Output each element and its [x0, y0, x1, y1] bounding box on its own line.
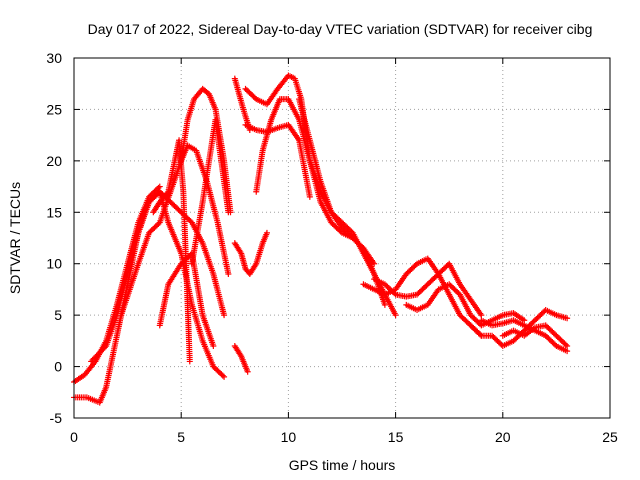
data-point: [564, 315, 571, 322]
y-tick-label: 20: [46, 153, 62, 169]
chart-title: Day 017 of 2022, Sidereal Day-to-day VTE…: [88, 21, 593, 37]
series-track-1: [71, 183, 163, 385]
series-track-6: [150, 137, 193, 365]
series-track-9: [231, 343, 251, 375]
y-tick-label: -5: [50, 410, 63, 426]
y-tick-label: 30: [46, 50, 62, 66]
y-tick-label: 5: [54, 307, 62, 323]
x-tick-label: 10: [281, 429, 297, 445]
axis-ticks: 0 5 10 15 20 25 -5 0 5 10 15 20 25 30: [46, 50, 618, 445]
data-point: [381, 301, 388, 308]
data-point: [306, 193, 313, 200]
series-track-8: [188, 116, 232, 267]
data-point: [221, 373, 228, 380]
data-point: [155, 220, 162, 227]
x-tick-label: 5: [177, 429, 185, 445]
data-point: [478, 312, 485, 319]
series-track-2: [71, 188, 228, 406]
data-point: [337, 228, 344, 235]
data-point: [477, 331, 484, 338]
data-point: [392, 312, 399, 319]
data-point: [221, 312, 228, 319]
series-track-21: [478, 317, 571, 355]
series-track-5: [156, 250, 217, 349]
y-tick-label: 10: [46, 256, 62, 272]
data-point: [155, 184, 162, 191]
data-marks: [71, 72, 571, 406]
x-tick-label: 0: [70, 429, 78, 445]
data-point: [156, 183, 163, 190]
plot-frame: [73, 57, 611, 419]
y-tick-label: 0: [54, 359, 62, 375]
series-track-18: [371, 260, 485, 319]
y-tick-label: 15: [46, 204, 62, 220]
y-tick-label: 25: [46, 101, 62, 117]
data-point: [564, 343, 571, 349]
data-point: [251, 94, 258, 101]
data-point: [225, 209, 232, 216]
series-track-19: [403, 281, 528, 329]
series-track-10: [231, 229, 270, 277]
data-point: [552, 341, 559, 348]
data-point: [412, 262, 419, 268]
data-point: [562, 341, 569, 348]
data-point: [210, 343, 217, 349]
data-point: [225, 271, 232, 277]
x-axis-label: GPS time / hours: [289, 457, 396, 473]
data-point: [348, 228, 355, 235]
data-point: [521, 317, 528, 324]
data-point: [564, 348, 571, 355]
grid: [74, 58, 610, 418]
data-point: [186, 358, 193, 365]
data-point: [219, 372, 226, 379]
x-tick-label: 15: [388, 429, 404, 445]
data-point: [371, 260, 378, 267]
data-point: [391, 290, 398, 297]
x-tick-label: 25: [602, 429, 618, 445]
series-track-22: [499, 322, 571, 349]
data-point: [263, 229, 270, 236]
y-axis-label: SDTVAR / TECUs: [7, 182, 23, 294]
series-track-3: [88, 188, 228, 365]
data-point: [244, 368, 251, 375]
data-point: [359, 244, 366, 250]
x-tick-label: 20: [495, 429, 511, 445]
